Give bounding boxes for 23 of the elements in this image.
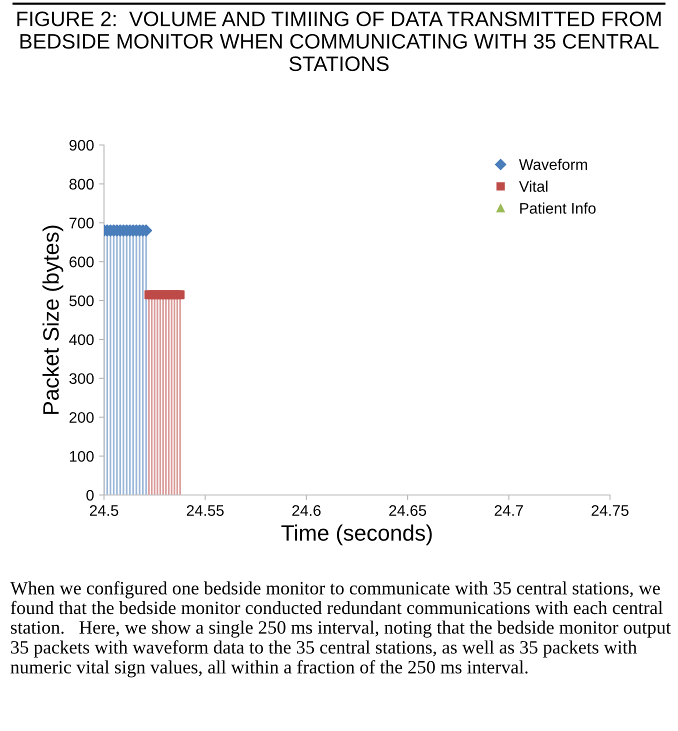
y-tick-label: 900 — [70, 140, 94, 151]
y-tick-label: 0 — [86, 490, 94, 501]
legend-label: Vital — [519, 180, 548, 192]
y-tick-label: 700 — [70, 218, 94, 228]
y-tick-label: 300 — [69, 373, 94, 384]
x-axis-title: Time (seconds) — [281, 524, 432, 546]
y-tick-label: 100 — [70, 450, 94, 462]
y-tick-label: 600 — [70, 256, 94, 268]
y-tick-label: 400 — [69, 334, 94, 346]
y-tick-label: 500 — [69, 295, 94, 306]
x-tick-label: 24.65 — [389, 505, 426, 516]
y-axis-title: Packet Size (bytes) — [42, 226, 64, 414]
legend-label: Waveform — [519, 158, 587, 170]
y-tick-label: 800 — [69, 178, 94, 190]
x-tick-label: 24.75 — [592, 505, 628, 516]
y-tick-label: 200 — [70, 412, 94, 423]
text: When we configured one bedside monitor to communicate with 35 central stations, we found that the bedside monitor conducted redundant communications with each central station. Here, we show a single 250 ms interval, noting that the bedside monitor output 35 packets with waveform data to the 35 central stations, as well as 35 packets with numeric vital sign values, all within a fraction of the 250 ms interval. — [10, 581, 671, 678]
x-tick-label: 24.55 — [186, 505, 224, 516]
chart-title: FIGURE 2: VOLUME AND TIMIING OF DATA TRANSMITTED FROM BEDSIDE MONITOR WHEN COMMUNICATING WITH 35 CENTRAL STATIONS — [17, 12, 661, 72]
x-tick-label: 24.6 — [292, 505, 321, 516]
legend-label: Patient Info — [520, 202, 596, 214]
x-tick-label: 24.7 — [494, 505, 523, 516]
x-tick-label: 24.5 — [90, 505, 118, 516]
